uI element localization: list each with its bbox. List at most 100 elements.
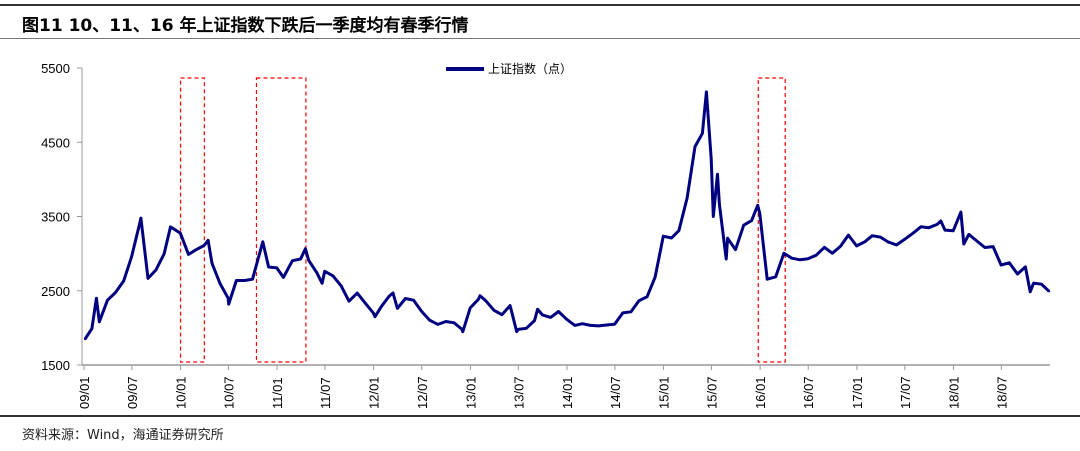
- data-point: [380, 304, 383, 308]
- data-point: [194, 248, 198, 252]
- data-point: [169, 225, 172, 229]
- y-tick-label: 2500: [41, 284, 70, 299]
- data-point: [235, 279, 238, 282]
- data-point: [605, 323, 608, 327]
- source-note: 资料来源：Wind，海通证券研究所: [22, 428, 224, 443]
- data-point: [967, 233, 970, 236]
- x-tick-label: 11/01: [270, 377, 285, 409]
- top-rule: [0, 4, 1080, 6]
- data-point: [782, 252, 786, 255]
- data-point: [847, 233, 850, 237]
- data-point: [356, 291, 359, 295]
- data-point: [685, 196, 689, 200]
- data-point: [404, 297, 407, 300]
- data-point: [210, 262, 214, 265]
- title-rule: [0, 38, 1080, 39]
- data-point: [1040, 283, 1043, 286]
- data-point: [304, 247, 307, 250]
- data-point: [202, 244, 206, 247]
- data-point: [388, 294, 391, 298]
- data-point: [911, 232, 914, 235]
- data-point: [307, 259, 310, 262]
- x-tick-label: 10/01: [174, 376, 189, 409]
- data-point: [138, 221, 142, 225]
- data-point: [98, 320, 101, 323]
- highlight-box-2: [255, 77, 307, 363]
- data-point: [525, 327, 528, 330]
- highlight-box-3: [757, 77, 786, 363]
- data-point: [515, 330, 518, 333]
- data-point: [444, 320, 448, 323]
- data-point: [790, 257, 794, 260]
- data-point: [516, 328, 520, 331]
- x-tick-label: 16/07: [801, 376, 816, 409]
- data-point: [83, 337, 87, 341]
- data-point: [477, 298, 480, 301]
- data-point: [139, 216, 143, 220]
- y-tick-label: 1500: [41, 358, 70, 373]
- data-point: [275, 266, 279, 270]
- data-point: [621, 311, 625, 315]
- data-point: [975, 239, 979, 243]
- data-point: [1032, 281, 1035, 285]
- data-point: [645, 295, 649, 298]
- y-tick-label: 4500: [41, 135, 70, 150]
- x-tick-label: 14/01: [560, 376, 575, 409]
- data-point: [798, 258, 802, 261]
- data-point: [396, 307, 399, 310]
- data-point: [637, 299, 641, 303]
- data-point: [756, 204, 759, 207]
- x-tick-label: 16/01: [753, 376, 768, 409]
- data-point: [831, 252, 834, 255]
- data-point: [734, 248, 737, 251]
- data-point: [1008, 261, 1011, 265]
- data-point: [320, 282, 324, 285]
- data-point: [1047, 289, 1051, 293]
- data-point: [146, 277, 150, 280]
- data-point: [959, 210, 963, 214]
- data-point: [705, 90, 708, 94]
- data-point: [187, 253, 190, 256]
- data-point: [372, 311, 375, 315]
- x-tick-label: 12/01: [367, 376, 382, 409]
- data-point: [261, 240, 265, 244]
- data-point: [693, 145, 697, 148]
- data-point: [90, 327, 94, 330]
- data-point: [839, 245, 842, 248]
- data-point: [565, 318, 568, 321]
- data-point: [589, 324, 592, 327]
- data-point: [461, 330, 464, 333]
- data-point: [716, 172, 719, 176]
- data-point: [863, 240, 867, 244]
- x-tick-label: 12/07: [415, 376, 430, 409]
- data-point: [315, 271, 318, 274]
- data-point: [557, 310, 560, 313]
- x-tick-label: 18/07: [994, 376, 1009, 409]
- data-point: [991, 245, 995, 248]
- data-point: [629, 310, 633, 313]
- figure-title: 图11 10、11、16 年上证指数下跌后一季度均有春季行情: [22, 16, 469, 36]
- data-point: [95, 296, 98, 300]
- x-tick-label: 13/01: [463, 376, 478, 409]
- x-tick-label: 18/01: [946, 376, 961, 409]
- data-point: [251, 277, 254, 281]
- data-point: [774, 275, 777, 278]
- data-point: [712, 215, 715, 218]
- x-tick-label: 13/07: [511, 376, 526, 409]
- data-point: [855, 244, 858, 248]
- data-point: [1016, 272, 1019, 276]
- data-point: [219, 282, 222, 286]
- data-point: [533, 319, 536, 322]
- data-point: [282, 276, 285, 279]
- data-point: [613, 323, 616, 326]
- x-tick-label: 10/07: [221, 376, 236, 409]
- data-point: [339, 284, 343, 287]
- data-point: [951, 229, 955, 233]
- highlight-box-1: [179, 77, 205, 363]
- data-point: [999, 263, 1003, 267]
- data-point: [478, 294, 482, 297]
- data-point: [927, 226, 931, 229]
- data-point: [206, 239, 210, 242]
- data-point: [935, 223, 939, 226]
- data-point: [373, 315, 377, 318]
